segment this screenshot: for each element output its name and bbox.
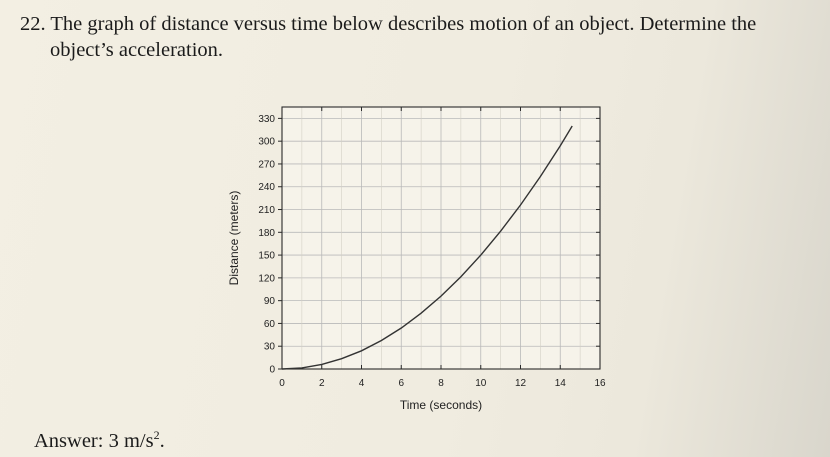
x-tick-label: 12 — [515, 378, 527, 389]
y-tick-label: 0 — [269, 365, 275, 376]
y-tick-label: 300 — [258, 137, 275, 148]
x-tick-label: 8 — [438, 378, 444, 389]
y-tick-label: 150 — [258, 251, 275, 262]
y-tick-label: 180 — [258, 228, 275, 239]
x-tick-label: 2 — [319, 378, 325, 389]
y-tick-label: 90 — [264, 296, 276, 307]
distance-curve — [281, 125, 573, 370]
y-tick-label: 270 — [258, 159, 275, 170]
question-number: 22. — [20, 13, 46, 35]
question-line-1: The graph of distance versus time below … — [50, 13, 757, 35]
x-axis-label: Time (seconds) — [400, 398, 482, 412]
x-tick-label: 4 — [359, 378, 365, 389]
answer-prefix: Answer: 3 m/s — [34, 429, 154, 452]
x-tick-label: 10 — [475, 378, 487, 389]
gridlines — [282, 107, 600, 369]
x-tick-label: 16 — [594, 378, 606, 389]
y-tick-label: 330 — [258, 114, 275, 125]
y-axis-label: Distance (meters) — [227, 191, 241, 286]
ticks: 0 2 4 6 8 10 12 14 16 0 30 60 90 120 150 180 210 240 270 30… — [258, 107, 606, 389]
series-layer — [281, 125, 573, 370]
answer-suffix: . — [159, 429, 165, 452]
answer-exponent: 2 — [153, 428, 160, 442]
question-line-2: object’s acceleration. — [50, 39, 224, 61]
y-tick-label: 120 — [258, 273, 275, 284]
answer-text: Answer: 3 m/s2. — [34, 428, 165, 453]
y-tick-label: 240 — [258, 182, 275, 193]
x-tick-label: 0 — [279, 378, 285, 389]
y-tick-label: 210 — [258, 205, 275, 216]
y-tick-label: 30 — [264, 342, 276, 353]
x-tick-label: 6 — [398, 378, 404, 389]
y-tick-label: 60 — [264, 319, 276, 330]
question-text: 22. The graph of distance versus time be… — [20, 11, 825, 63]
x-tick-label: 14 — [555, 378, 567, 389]
